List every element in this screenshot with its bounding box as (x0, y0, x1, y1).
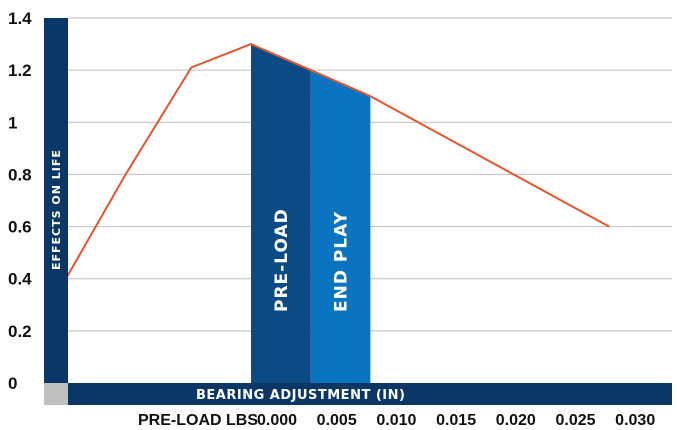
band-end-play (310, 70, 371, 384)
band-label: END PLAY (332, 211, 352, 312)
y-tick-label: 0.8 (8, 165, 32, 184)
x-tick-label: 0.010 (376, 412, 416, 429)
y-tick-label: 0.2 (8, 322, 32, 341)
band-pre-load (251, 44, 311, 383)
y-tick-label: 0.6 (8, 218, 32, 237)
x-axis-title: BEARING ADJUSTMENT (IN) (196, 388, 405, 403)
y-axis-title: EFFECTS ON LIFE (50, 149, 63, 270)
axis-corner (44, 383, 68, 405)
x-row-label: PRE-LOAD LBS (138, 412, 258, 429)
x-tick-label: 0.015 (436, 412, 476, 429)
band-label: PRE-LOAD (272, 208, 292, 312)
y-axis-bar (44, 18, 68, 383)
y-tick-label: 0.4 (8, 270, 32, 289)
y-tick-labels: 0 0.2 0.4 0.6 0.8 1 1.2 1.4 (8, 9, 32, 393)
x-tick-label: 0.030 (615, 412, 655, 429)
x-tick-label: 0.000 (257, 412, 297, 429)
x-axis-bar (68, 383, 672, 405)
bands: PRE-LOAD END PLAY (251, 44, 371, 384)
x-tick-label: 0.025 (555, 412, 595, 429)
x-tick-label: 0.005 (317, 412, 357, 429)
x-tick-label: 0.020 (496, 412, 536, 429)
y-tick-label: 1.2 (8, 61, 32, 80)
series-line (65, 43, 610, 280)
y-tick-label: 1.4 (8, 9, 32, 28)
series-lines (65, 43, 610, 280)
axes: EFFECTS ON LIFE BEARING ADJUSTMENT (IN) (44, 18, 672, 405)
y-tick-label: 0 (8, 374, 17, 393)
y-tick-label: 1 (8, 113, 17, 132)
